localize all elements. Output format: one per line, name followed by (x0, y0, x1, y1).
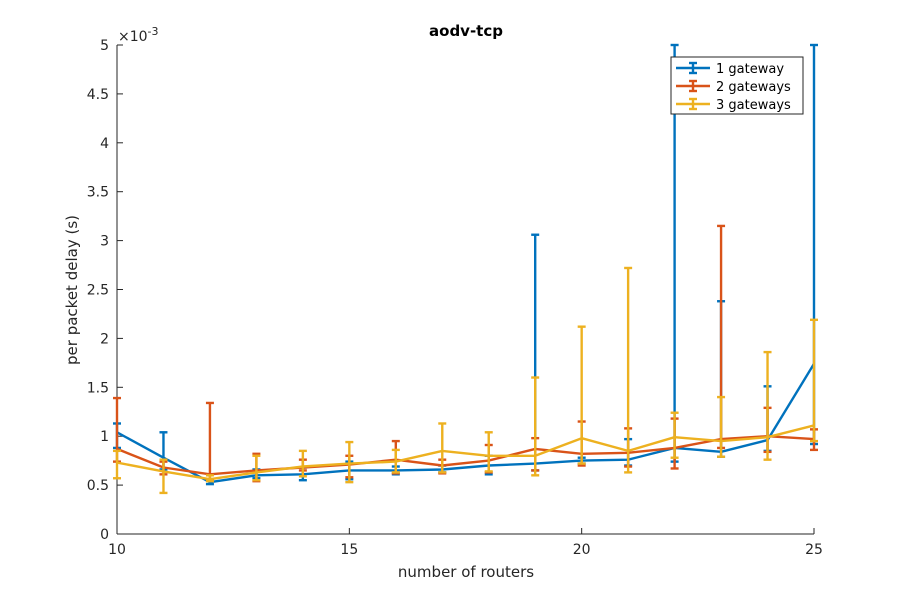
error-bar (484, 431, 493, 473)
legend-label: 2 gateways (716, 80, 791, 95)
series-line (116, 435, 815, 476)
error-bar (438, 422, 447, 474)
error-bar (113, 449, 121, 480)
plot-background (117, 45, 814, 534)
y-tick-label: 3 (100, 234, 109, 250)
y-exponent: ×10-3 (118, 25, 159, 45)
legend-label: 3 gateways (716, 98, 791, 113)
x-tick-label: 20 (573, 542, 591, 558)
y-tick-label: 5 (100, 38, 109, 54)
error-bar (531, 376, 540, 477)
error-bar (717, 395, 726, 458)
error-bar (252, 454, 261, 482)
legend: 1 gateway 2 gateways 3 gateways (670, 56, 804, 115)
y-axis-label: per packet delay (s) (63, 215, 81, 365)
error-bar (205, 474, 214, 483)
chart-title: aodv-tcp (429, 22, 503, 40)
y-tick-label: 3.5 (87, 185, 109, 201)
x-tick-label: 10 (108, 542, 126, 558)
y-tick-label: 2.5 (87, 283, 109, 299)
y-tick-label: 2 (100, 331, 109, 347)
error-bar (391, 448, 400, 474)
y-tick-label: 0.5 (87, 478, 109, 494)
legend-item: 1 gateway (676, 61, 784, 77)
error-bar (763, 350, 772, 461)
error-bar (810, 318, 818, 443)
series-line (116, 424, 815, 481)
error-bar (624, 266, 633, 474)
series-3 (113, 266, 818, 495)
y-tick-label: 4 (100, 136, 109, 152)
error-bar (577, 325, 586, 465)
legend-label: 1 gateway (716, 62, 784, 77)
y-ticks: 0 0.5 1 1.5 2 2.5 3 3.5 4 4.5 5 (87, 38, 123, 543)
legend-item: 2 gateways (676, 79, 791, 95)
x-tick-label: 25 (805, 542, 823, 558)
plot-area (116, 45, 814, 535)
y-tick-label: 0 (100, 527, 109, 543)
x-axis-label: number of routers (398, 563, 534, 581)
y-tick-label: 1 (100, 429, 109, 445)
x-tick-label: 15 (340, 542, 358, 558)
y-tick-label: 1.5 (87, 380, 109, 396)
series-layer (113, 43, 818, 495)
series-line (116, 363, 816, 484)
error-bar (298, 449, 307, 478)
y-exponent-power: -3 (148, 25, 159, 38)
error-bar (345, 440, 354, 484)
x-ticks: 10 15 20 25 (108, 528, 823, 558)
error-bar (670, 411, 679, 459)
error-bar (159, 458, 168, 495)
y-tick-label: 4.5 (87, 87, 109, 103)
y-exponent-base: ×10-3 (118, 25, 159, 45)
y-exponent-times: ×10 (118, 29, 148, 45)
legend-item: 3 gateways (676, 97, 791, 113)
